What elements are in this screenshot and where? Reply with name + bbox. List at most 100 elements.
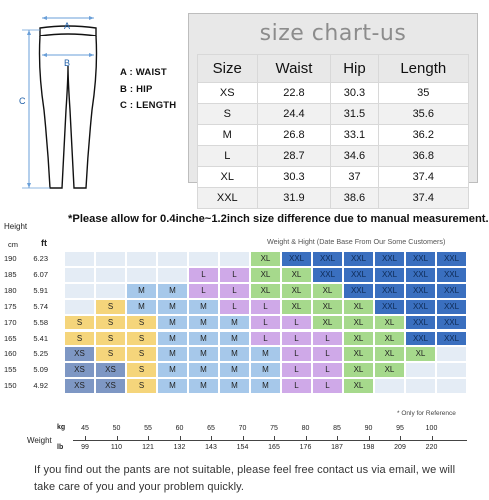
table-row: M 26.8 33.1 36.2 <box>197 124 470 146</box>
hip-cell: 33.1 <box>330 124 379 146</box>
size-grid-cell: L <box>281 314 312 331</box>
hip-cell: 30.3 <box>330 82 379 104</box>
size-grid-cell <box>64 266 95 283</box>
size-grid-cell: L <box>281 362 312 379</box>
height-row-label: 155 5.09 <box>4 365 48 374</box>
size-grid-cell <box>95 282 126 299</box>
size-grid-cell: XXL <box>436 282 467 299</box>
hip-cell: 37 <box>330 166 379 188</box>
size-grid-cell: XXL <box>405 330 436 347</box>
size-grid-cell: XXL <box>405 282 436 299</box>
length-cell: 37.4 <box>377 187 470 209</box>
waist-cell: 22.8 <box>256 82 332 104</box>
weight-tick <box>85 436 86 440</box>
legend-hip: B : HIP <box>120 84 153 95</box>
size-grid-cell: XL <box>281 282 312 299</box>
reference-note: * Only for Reference <box>397 410 456 417</box>
size-grid-cell: M <box>219 314 250 331</box>
weight-kg: 60 <box>175 425 184 432</box>
weight-kg: 85 <box>333 425 341 432</box>
size-grid-cell: M <box>188 362 219 379</box>
size-grid-cell: M <box>250 378 281 395</box>
size-grid-cell: M <box>157 282 188 299</box>
size-grid-cell <box>64 282 95 299</box>
size-grid-cell: M <box>250 346 281 363</box>
legend-waist: A : WAIST <box>120 67 167 78</box>
weight-kg: 75 <box>270 425 278 432</box>
size-grid-cell: M <box>188 330 219 347</box>
size-grid-cell: S <box>126 330 157 347</box>
length-cell: 35.6 <box>377 103 470 125</box>
size-chart-title: size chart-us <box>259 21 407 46</box>
weight-tick <box>211 436 212 440</box>
size-grid-cell <box>95 251 126 267</box>
size-grid-cell: M <box>219 346 250 363</box>
size-grid-cell: L <box>312 346 343 363</box>
size-grid-cell: XL <box>250 282 281 299</box>
size-grid-cell: S <box>126 378 157 395</box>
size-grid-cell: XXL <box>436 330 467 347</box>
size-grid-cell: XL <box>343 362 374 379</box>
height-ft: 5.41 <box>33 333 48 343</box>
height-ft: 4.92 <box>33 381 48 391</box>
leggings-illustration <box>22 16 98 189</box>
table-row: XS 22.8 30.3 35 <box>197 82 470 104</box>
size-grid-cell: M <box>188 378 219 395</box>
size-grid-cell: XL <box>312 282 343 299</box>
weight-lb: 110 <box>110 444 123 451</box>
table-row: XL 30.3 37 37.4 <box>197 166 470 188</box>
size-cell: L <box>197 145 258 167</box>
height-row-label: 150 4.92 <box>4 381 48 390</box>
weight-lb: 165 <box>268 444 280 451</box>
size-grid-cell: S <box>95 346 126 363</box>
size-grid-cell: XL <box>343 298 374 315</box>
size-grid-cell: XL <box>250 251 281 267</box>
size-grid-cell: XS <box>64 346 95 363</box>
height-cm: 150 <box>4 381 17 391</box>
weight-axis-line <box>73 440 467 441</box>
size-cell: XS <box>197 82 258 104</box>
size-grid-cell: S <box>95 330 126 347</box>
legend-length: C : LENGTH <box>120 100 177 111</box>
weight-lb: 209 <box>394 444 406 451</box>
size-chart-panel: size chart-us Size Waist Hip Length XS 2… <box>188 13 478 209</box>
size-grid-cell <box>374 378 405 395</box>
size-grid-cell: XXL <box>312 266 343 283</box>
weight-tick <box>179 436 181 440</box>
size-grid-cell: XXL <box>312 251 343 267</box>
size-grid-cell: L <box>250 330 281 347</box>
size-grid-cell: XS <box>95 362 126 379</box>
size-grid-cell: XL <box>312 298 343 315</box>
size-grid-cell: XL <box>343 346 374 363</box>
size-cell: S <box>197 103 258 125</box>
weight-tick <box>337 436 338 440</box>
height-row-label: 175 5.74 <box>4 302 48 311</box>
size-grid-cell: XXL <box>374 282 405 299</box>
height-row-label: 180 5.91 <box>4 286 48 295</box>
weight-kg: 100 <box>425 425 438 432</box>
weight-lb: 176 <box>299 444 312 451</box>
weight-lb: 187 <box>331 444 343 451</box>
weight-kg: 55 <box>144 425 152 432</box>
weight-tick <box>431 436 433 440</box>
header-size: Size <box>197 54 258 83</box>
size-grid-cell <box>95 266 126 283</box>
table-row: S 24.4 31.5 35.6 <box>197 103 470 125</box>
height-cm: 170 <box>4 317 17 327</box>
size-grid-cell: M <box>157 298 188 315</box>
length-cell: 37.4 <box>377 166 470 188</box>
size-grid-cell: M <box>219 330 250 347</box>
weight-tick <box>400 436 401 440</box>
height-cm: 180 <box>4 285 17 295</box>
size-grid-cell: XXL <box>343 282 374 299</box>
size-grid-cell <box>436 346 467 363</box>
lb-unit: lb <box>57 444 64 451</box>
size-grid-cell: M <box>126 282 157 299</box>
size-grid-cell: S <box>64 330 95 347</box>
size-grid-cell: XXL <box>436 298 467 315</box>
waist-cell: 30.3 <box>256 166 332 188</box>
size-grid-cell: L <box>312 362 343 379</box>
size-grid-cell: L <box>281 346 312 363</box>
weight-tick <box>242 436 244 440</box>
header-hip: Hip <box>330 54 379 83</box>
